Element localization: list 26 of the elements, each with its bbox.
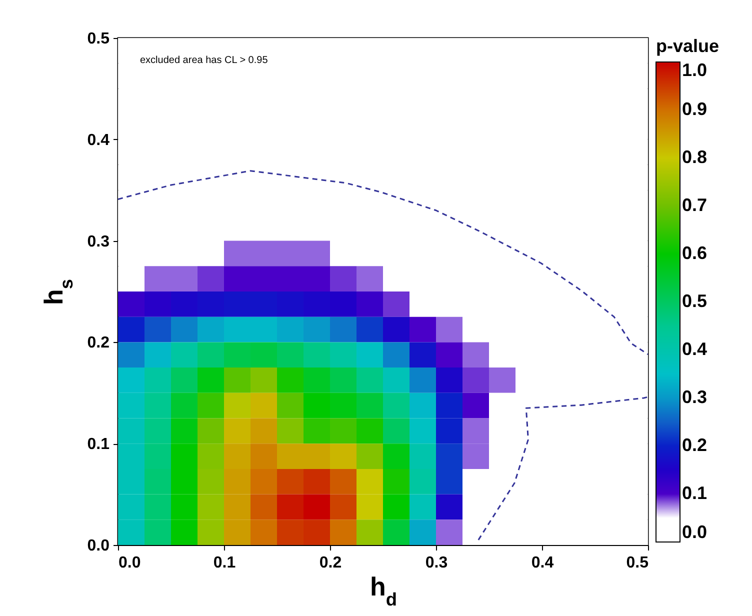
color-bar-label: 0.3 [682, 387, 708, 407]
color-bar-title: p-value [656, 36, 720, 56]
color-bar-label: 0.6 [682, 243, 708, 263]
y-tick-label: 0.0 [87, 538, 110, 554]
x-tick-label: 0.0 [118, 554, 141, 572]
x-tick-label: 0.2 [319, 554, 342, 572]
x-tick-label: 0.3 [425, 554, 448, 572]
y-tick-label: 0.4 [87, 132, 110, 149]
x-axis-title: h$_{d}$ [370, 572, 398, 610]
color-bar-label: 0.4 [682, 339, 708, 359]
y-tick-label: 0.2 [87, 334, 110, 352]
annotation: excluded area has CL > 0.95 [140, 55, 268, 66]
y-tick-label: 0.5 [87, 30, 110, 48]
color-bar-label: 0.5 [682, 291, 708, 311]
x-tick-label: 0.4 [531, 554, 554, 572]
color-bar-label: 0.9 [682, 99, 708, 119]
color-bar-label: 0.8 [682, 147, 708, 167]
y-tick-label: 0.1 [87, 436, 110, 454]
color-bar-label: 1.0 [682, 60, 708, 80]
color-bar-label: 0.1 [682, 483, 708, 503]
color-bar-label: 0.7 [682, 195, 708, 215]
x-tick-label: 0.1 [213, 554, 236, 572]
color-bar-label: 0.2 [682, 435, 708, 455]
y-tick-label: 0.3 [87, 233, 110, 250]
x-tick-label: 0.5 [626, 554, 649, 572]
color-bar-label: 0.0 [682, 522, 708, 542]
